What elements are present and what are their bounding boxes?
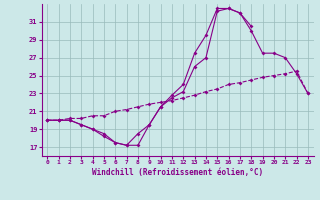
X-axis label: Windchill (Refroidissement éolien,°C): Windchill (Refroidissement éolien,°C)	[92, 168, 263, 177]
